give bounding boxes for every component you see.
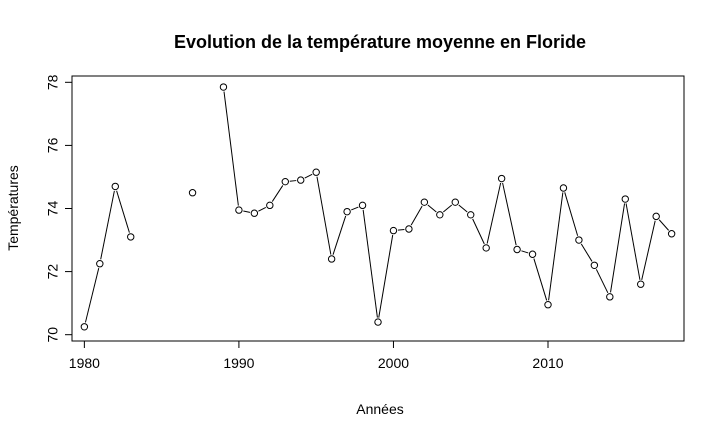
series-segment [548, 192, 564, 301]
series-segment [564, 192, 579, 236]
data-point [358, 201, 367, 210]
series-segment [378, 234, 394, 318]
data-point [327, 255, 336, 263]
data-point [96, 260, 104, 268]
data-point [219, 83, 228, 91]
data-point [343, 207, 351, 216]
data-point [637, 280, 645, 288]
series-segment [458, 204, 468, 213]
series-segment [595, 269, 609, 294]
data-point [389, 226, 398, 235]
y-axis-label: Températures [5, 165, 21, 251]
plot-frame [71, 75, 685, 342]
series-lines [84, 91, 670, 323]
data-point [451, 198, 459, 206]
data-point [467, 211, 475, 219]
data-point [374, 318, 382, 326]
series-segment [397, 228, 405, 231]
data-point [544, 301, 552, 309]
series-segment [533, 258, 548, 301]
series-segment [410, 205, 423, 226]
series-segment [271, 185, 284, 202]
data-point [188, 189, 197, 197]
data-point [482, 244, 490, 252]
series-segment [243, 210, 251, 213]
data-point [559, 184, 568, 192]
y-tick-label: 74 [45, 201, 61, 217]
x-axis: 1980 1990 2000 2010 [69, 340, 564, 371]
chart-title: Evolution de la température moyenne en F… [174, 32, 586, 52]
series-segment [116, 190, 130, 233]
data-point [235, 206, 243, 214]
data-point [281, 177, 289, 186]
data-point [436, 211, 444, 219]
x-tick-label: 1990 [223, 355, 254, 371]
data-point [111, 182, 119, 191]
x-axis-label: Années [356, 401, 403, 417]
series-segment [84, 267, 100, 323]
series-segment [427, 204, 437, 213]
data-point [621, 195, 629, 203]
data-point [266, 201, 274, 210]
series-segment [351, 206, 359, 211]
data-point [575, 236, 583, 244]
y-tick-label: 70 [45, 327, 61, 343]
series-segment [472, 218, 485, 245]
x-tick-label: 2010 [532, 355, 563, 371]
data-point [513, 245, 521, 254]
series-segment [610, 203, 626, 293]
data-point [497, 174, 506, 183]
series-segment [289, 180, 297, 182]
series-segment [521, 250, 529, 254]
series-segment [502, 182, 517, 246]
data-point [297, 176, 305, 184]
data-point [250, 209, 259, 217]
x-tick-label: 1980 [69, 355, 100, 371]
data-point [590, 261, 599, 269]
series-segment [625, 203, 641, 280]
series-segment [304, 173, 313, 179]
series-points [80, 83, 676, 331]
series-segment [223, 91, 239, 206]
series-segment [332, 215, 347, 255]
data-point [652, 212, 660, 221]
series-segment [258, 206, 267, 212]
data-point [80, 323, 89, 331]
series-segment [658, 219, 670, 231]
data-point [127, 233, 135, 241]
y-tick-label: 72 [45, 264, 61, 280]
y-tick-label: 78 [45, 74, 61, 90]
data-point [420, 198, 429, 206]
series-segment [442, 204, 453, 213]
series-segment [486, 182, 502, 244]
y-tick-label: 76 [45, 137, 61, 153]
y-axis: 70 72 74 76 78 [45, 74, 73, 343]
x-tick-label: 2000 [378, 355, 409, 371]
data-point [606, 293, 614, 301]
data-point [528, 250, 537, 258]
series-segment [641, 220, 656, 280]
data-point [405, 225, 413, 233]
series-segment [100, 190, 115, 260]
series-segment [362, 209, 378, 318]
data-point [312, 168, 320, 176]
series-segment [316, 176, 332, 255]
data-point [667, 230, 676, 238]
series-segment [580, 243, 593, 262]
